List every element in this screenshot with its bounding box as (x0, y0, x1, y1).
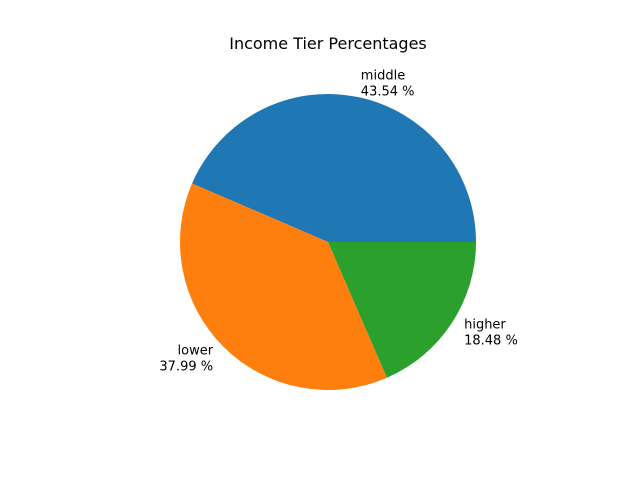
slice-label-middle: middle (361, 69, 405, 84)
slice-percent-higher: 18.48 % (464, 333, 518, 348)
slice-percent-middle: 43.54 % (361, 85, 415, 100)
chart-title: Income Tier Percentages (229, 34, 427, 53)
slice-label-lower: lower (178, 343, 214, 358)
pie-slice-lower (179, 183, 387, 391)
slice-label-higher: higher (464, 317, 506, 332)
slice-percent-lower: 37.99 % (159, 359, 213, 374)
pie-slice-higher (328, 242, 476, 378)
pie-slice-middle (192, 94, 477, 243)
pie-slices (179, 94, 477, 391)
